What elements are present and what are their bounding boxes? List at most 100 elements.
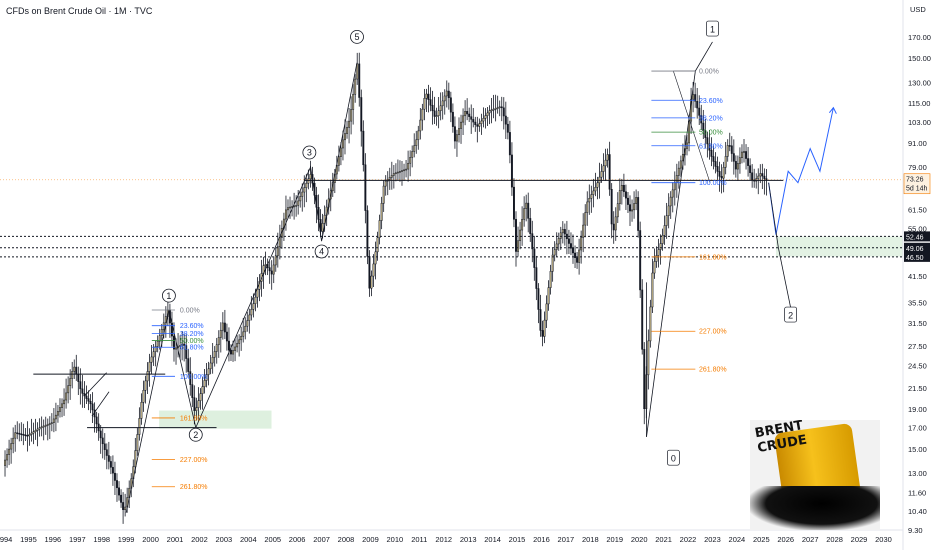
candle-body (677, 167, 680, 176)
candle-body (268, 267, 271, 272)
candle-body (726, 145, 729, 157)
level-badge-label: 49.06 (906, 246, 924, 253)
candle-body (533, 248, 536, 268)
brent-crude-logo: BRENT CRUDE (750, 420, 880, 530)
candle-body (720, 176, 723, 179)
price-tick-label: 27.50 (908, 342, 927, 351)
candle-body (264, 264, 267, 266)
level-badge (904, 231, 930, 242)
candle-body (510, 154, 513, 188)
candle-body (694, 94, 697, 102)
time-tick-label: 2014 (484, 535, 501, 544)
wave-label-circle (350, 29, 364, 44)
time-tick-label: 1994 (0, 535, 12, 544)
time-tick-label: 2028 (826, 535, 843, 544)
candle-body (413, 145, 416, 152)
candle-body (427, 93, 430, 100)
candle-body (592, 190, 595, 195)
wave-label-box (667, 449, 680, 466)
candle-body (113, 472, 116, 481)
candle-body (297, 200, 300, 206)
candle-body (718, 171, 721, 177)
candle-body (549, 271, 552, 288)
candle-body (221, 322, 224, 331)
candle-body (401, 170, 403, 172)
candle-body (582, 224, 585, 238)
price-tick-label: 10.40 (908, 507, 927, 516)
time-tick-label: 2027 (802, 535, 819, 544)
candle-body (576, 257, 579, 263)
candle-body (398, 171, 401, 173)
time-tick-label: 2023 (704, 535, 721, 544)
candle-body (254, 296, 257, 304)
last-price-label: 73.26 (906, 177, 924, 184)
candle-body (372, 263, 375, 277)
candle-body (236, 343, 239, 348)
last-price-countdown: 5d 14h (906, 186, 928, 193)
candle-body (545, 303, 548, 321)
candle-body (252, 303, 255, 310)
fib-level-label: 38.20% (699, 115, 723, 122)
candle-body (736, 163, 739, 170)
candle-body (75, 366, 78, 375)
candle-body (563, 229, 566, 235)
chart-title: CFDs on Brent Crude Oil · 1M · TVC (6, 6, 153, 16)
candle-body (661, 235, 664, 244)
candle-body (537, 288, 540, 310)
price-tick-label: 79.00 (908, 163, 927, 172)
price-tick-label: 35.50 (908, 299, 927, 308)
candle-body (227, 340, 230, 351)
candle-body (138, 418, 141, 435)
candle-body (69, 378, 72, 386)
candle-body (561, 229, 564, 234)
candle-body (732, 153, 735, 162)
candle-body (307, 178, 310, 184)
price-tick-label: 115.00 (908, 99, 930, 108)
candle-body (360, 97, 363, 132)
candle-body (696, 101, 699, 109)
candle-body (301, 191, 304, 197)
candle-body (716, 166, 719, 172)
candle-body (604, 159, 607, 167)
fib-level-label: 50.00% (699, 130, 723, 137)
candle-body (87, 398, 90, 402)
candle-body (341, 139, 344, 149)
wave-label: 0 (671, 453, 676, 463)
candle-body (107, 455, 110, 462)
candle-body (472, 119, 475, 123)
candle-body (272, 264, 275, 275)
candle-body (508, 132, 511, 156)
candle-body (567, 238, 570, 244)
time-tick-label: 2006 (289, 535, 306, 544)
candle-body (120, 494, 123, 503)
candle-body (36, 428, 39, 431)
candle-body (240, 335, 243, 341)
candle-body (42, 425, 45, 428)
time-tick-label: 2003 (216, 535, 233, 544)
candle-body (238, 339, 241, 344)
candle-body (525, 202, 528, 209)
candle-body (747, 158, 750, 166)
candle-body (136, 434, 139, 451)
time-tick-label: 2019 (606, 535, 623, 544)
candle-body (407, 162, 410, 170)
candle-body (496, 107, 499, 109)
candle-body (633, 203, 636, 211)
price-tick-label: 31.50 (908, 319, 927, 328)
candle-body (289, 206, 291, 209)
price-tick-label: 19.00 (908, 405, 927, 414)
candle-body (429, 99, 432, 106)
candle-body (18, 432, 21, 435)
time-tick-label: 2004 (240, 535, 257, 544)
candle-body (500, 106, 503, 109)
candle-body (700, 115, 703, 124)
candle-body (673, 182, 676, 191)
candle-body (14, 432, 17, 439)
candle-body (4, 459, 6, 466)
candle-body (183, 343, 186, 346)
candle-body (665, 215, 668, 226)
time-tick-label: 2022 (680, 535, 697, 544)
candle-body (156, 340, 159, 347)
wave-label: 1 (710, 24, 715, 34)
